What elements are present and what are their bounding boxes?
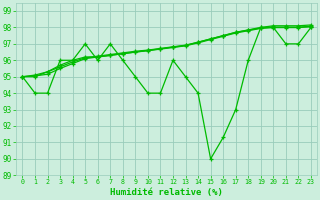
X-axis label: Humidité relative (%): Humidité relative (%)	[110, 188, 223, 197]
